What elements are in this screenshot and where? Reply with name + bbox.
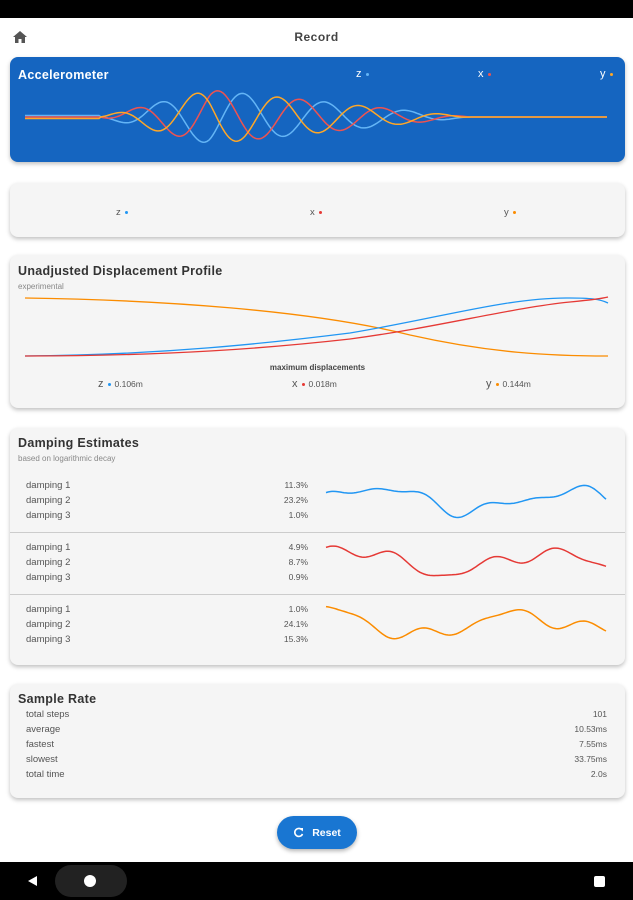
card-subtitle: based on logarithmic decay <box>18 454 116 463</box>
recents-button[interactable] <box>594 876 605 887</box>
nav-bar <box>0 862 633 900</box>
sample-rate-card: Sample Rate total steps 101 average 10.53ms… <box>10 684 625 798</box>
card-subtitle: experimental <box>18 282 64 291</box>
wave-line <box>25 92 607 142</box>
refresh-icon <box>294 827 304 838</box>
waveform <box>25 90 607 143</box>
displacement-item: y 0.144m <box>486 378 531 390</box>
displacement-item: z 0.106m <box>98 378 143 390</box>
damping-label: damping 3 <box>26 634 71 645</box>
legend-label: z <box>116 207 121 218</box>
card-title: Accelerometer <box>18 68 109 82</box>
rate-label: total time <box>26 769 65 780</box>
legend-label: y <box>600 68 606 80</box>
axis-label: y <box>486 378 492 390</box>
card-title: Damping Estimates <box>18 436 140 450</box>
button-label: Reset <box>312 826 341 839</box>
legend-dot <box>512 210 516 214</box>
damping-value: 15.3% <box>283 634 308 644</box>
accelerometer-card: Accelerometer z x y <box>10 57 625 162</box>
axis-label: x <box>292 378 298 390</box>
legend-dot <box>124 210 128 214</box>
legend-label: z <box>356 68 362 80</box>
damping-value: 0.9% <box>288 572 308 582</box>
damping-label: damping 1 <box>26 480 71 491</box>
damping-value: 1.0% <box>288 604 308 614</box>
damping-value: 1.0% <box>288 510 308 520</box>
caption: maximum displacements <box>269 363 366 372</box>
rate-value: 2.0s <box>590 769 607 779</box>
displacement-card: Unadjusted Displacement Profile experime… <box>10 255 625 408</box>
damping-card: Damping Estimates based on logarithmic d… <box>10 428 625 665</box>
home-dot <box>84 875 96 887</box>
wave-line <box>325 605 607 640</box>
divider <box>10 532 625 533</box>
app-bar-title: Record <box>294 30 339 44</box>
damping-value: 11.3% <box>284 480 308 490</box>
axis-label: z <box>98 378 104 390</box>
legend-z: z <box>356 68 369 80</box>
damping-value: 4.9% <box>288 542 308 552</box>
legend-label: y <box>504 207 509 218</box>
legend-dot <box>365 72 369 76</box>
legend-dot <box>609 72 613 76</box>
wave-line <box>25 90 607 140</box>
reset-button[interactable]: Reset <box>277 816 357 849</box>
rate-label: fastest <box>26 739 54 750</box>
damping-sparklines <box>325 484 607 640</box>
rate-value: 10.53ms <box>574 724 607 734</box>
rate-label: total steps <box>26 709 70 720</box>
legend-dot <box>495 382 499 386</box>
divider <box>10 594 625 595</box>
displacement-value: 0.144m <box>502 379 531 389</box>
damping-label: damping 2 <box>26 495 71 506</box>
legend-x: x <box>310 207 322 218</box>
damping-label: damping 2 <box>26 619 71 630</box>
legend-z: z <box>116 207 128 218</box>
legend-x: x <box>478 68 491 80</box>
legend-dot <box>318 210 322 214</box>
status-bar <box>0 0 633 18</box>
rate-value: 101 <box>592 709 607 719</box>
wave-line <box>325 545 607 577</box>
legend-y: y <box>600 68 613 80</box>
damping-label: damping 3 <box>26 572 71 583</box>
legend-dot <box>487 72 491 76</box>
damping-value: 24.1% <box>283 619 308 629</box>
rate-label: slowest <box>26 754 58 765</box>
damping-label: damping 3 <box>26 510 71 521</box>
legend-label: x <box>310 207 315 218</box>
rate-label: average <box>26 724 61 735</box>
legend-dot <box>301 382 305 386</box>
displacement-chart <box>24 296 609 357</box>
card-title: Sample Rate <box>18 692 97 706</box>
home-icon[interactable] <box>12 30 28 44</box>
displacement-item: x 0.018m <box>292 378 337 390</box>
damping-value: 8.7% <box>288 557 308 567</box>
displacement-value: 0.106m <box>114 379 143 389</box>
displacement-value: 0.018m <box>308 379 337 389</box>
card-title: Unadjusted Displacement Profile <box>18 264 223 278</box>
home-pill[interactable] <box>55 865 127 897</box>
damping-label: damping 1 <box>26 604 71 615</box>
damping-label: damping 2 <box>26 557 71 568</box>
legend-dot <box>107 382 111 386</box>
legend-label: x <box>478 68 484 80</box>
legend-y: y <box>504 207 516 218</box>
wave-line <box>325 484 607 519</box>
damping-label: damping 1 <box>26 542 71 553</box>
axis-card: z x y <box>10 183 625 237</box>
back-button[interactable] <box>27 875 39 887</box>
rate-value: 33.75ms <box>574 754 607 764</box>
rate-value: 7.55ms <box>579 739 607 749</box>
damping-value: 23.2% <box>283 495 308 505</box>
